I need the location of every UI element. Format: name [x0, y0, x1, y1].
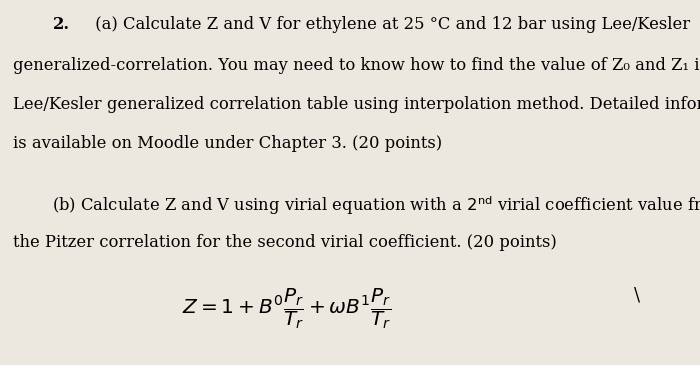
Text: is available on Moodle under Chapter 3. (20 points): is available on Moodle under Chapter 3. …: [13, 135, 442, 152]
Text: generalized-correlation. You may need to know how to find the value of Z₀ and Z₁: generalized-correlation. You may need to…: [13, 57, 700, 74]
Text: \: \: [634, 287, 640, 304]
Text: 2.: 2.: [52, 16, 69, 34]
Text: (b) Calculate Z and V using virial equation with a 2: (b) Calculate Z and V using virial equat…: [0, 364, 1, 365]
Text: Lee/Kesler generalized correlation table using interpolation method. Detailed in: Lee/Kesler generalized correlation table…: [13, 96, 700, 113]
Text: (b) Calculate Z and V using virial equation with a $2^{\mathrm{nd}}$ virial coef: (b) Calculate Z and V using virial equat…: [52, 194, 700, 217]
Text: $Z = 1 + B^0\dfrac{P_r}{T_r} + \omega B^1\dfrac{P_r}{T_r}$: $Z = 1 + B^0\dfrac{P_r}{T_r} + \omega B^…: [183, 287, 391, 331]
Text: the Pitzer correlation for the second virial coefficient. (20 points): the Pitzer correlation for the second vi…: [13, 234, 556, 251]
Text: (b) Calculate Z and V using virial equation with a 2: (b) Calculate Z and V using virial equat…: [0, 364, 1, 365]
Text: (a) Calculate Z and V for ethylene at 25 °C and 12 bar using Lee/Kesler: (a) Calculate Z and V for ethylene at 25…: [90, 16, 690, 34]
